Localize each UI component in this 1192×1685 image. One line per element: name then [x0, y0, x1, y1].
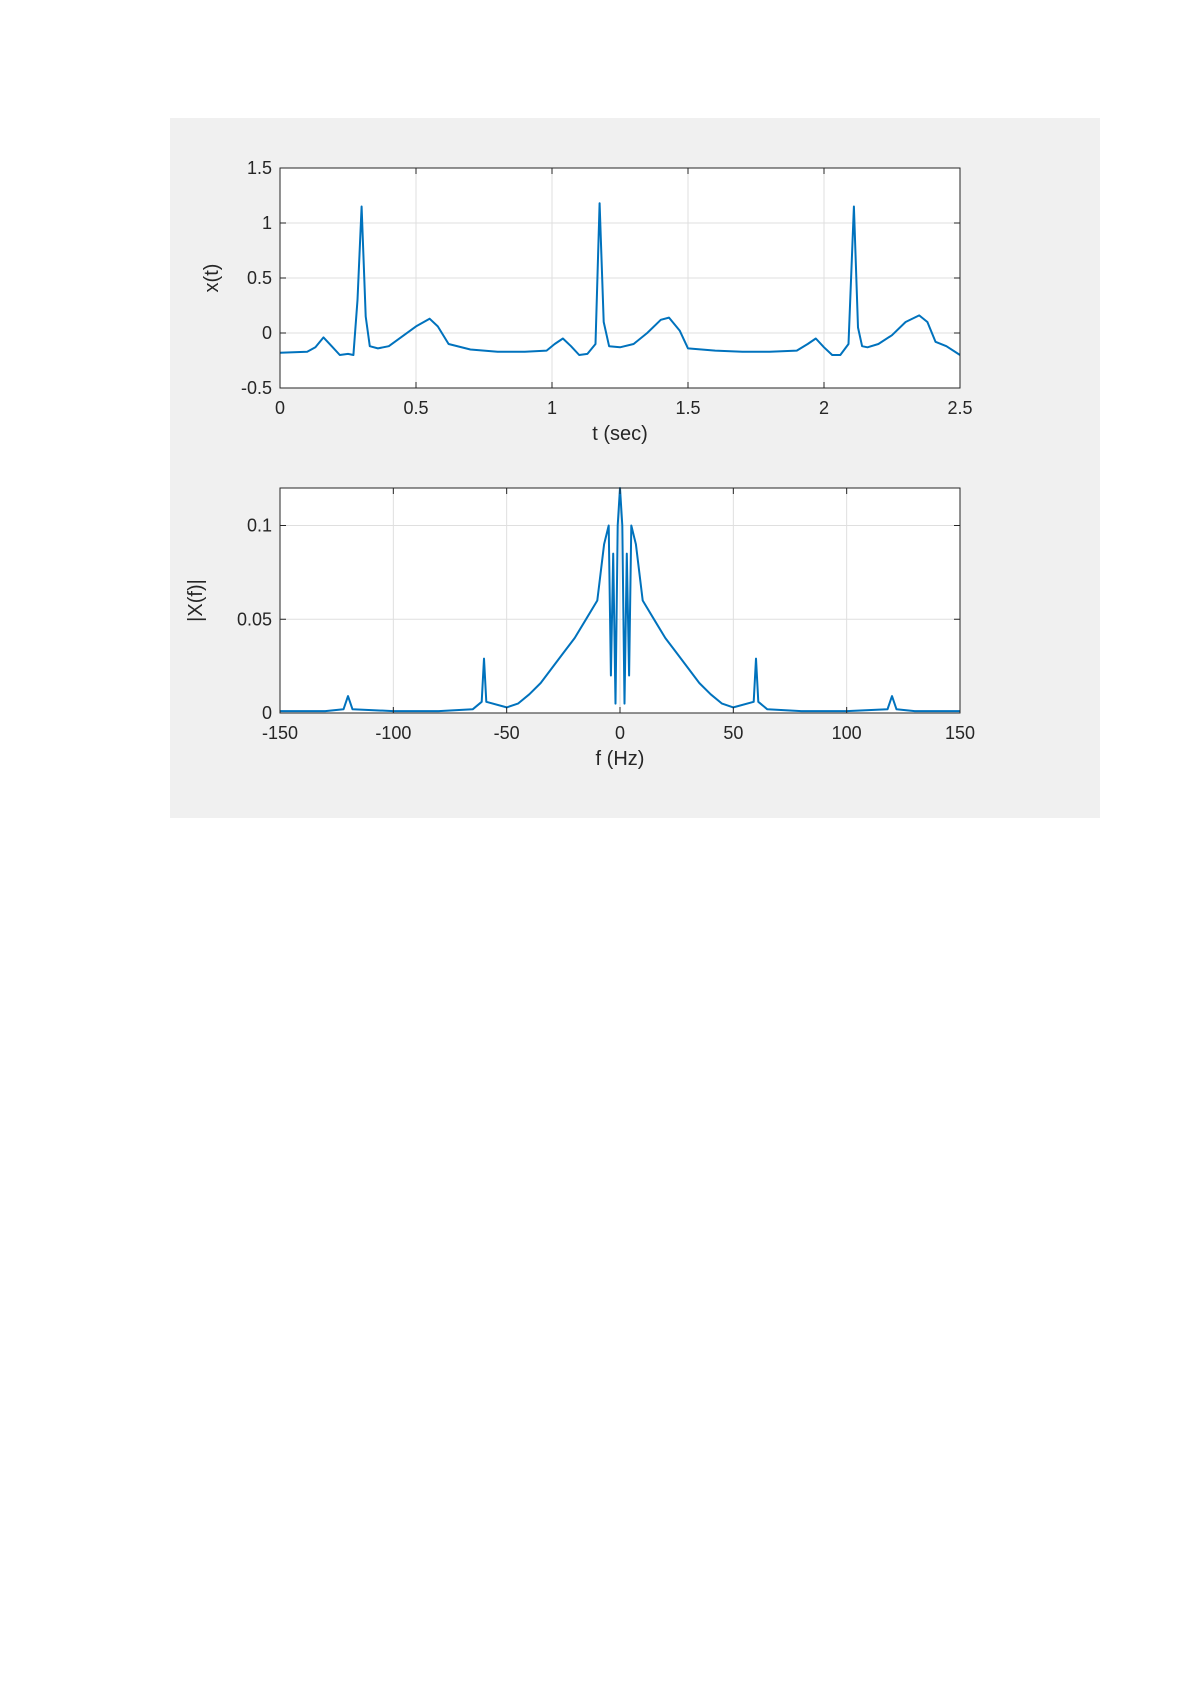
chart-2: -150 -100 -50 0 50 100 150 0 0.05 0.1 f (Hz) |X(f)| — [185, 487, 975, 770]
x-tick-label: 50 — [723, 723, 743, 743]
x-tick-label: 0 — [275, 398, 285, 418]
y-tick-label: 1.5 — [247, 158, 272, 178]
y-axis-label: x(t) — [201, 264, 223, 293]
x-axis-label: t (sec) — [592, 423, 648, 445]
x-tick-label: 2 — [819, 398, 829, 418]
series-line-1 — [279, 202, 961, 356]
x-axis-label: f (Hz) — [596, 748, 645, 770]
chart-1: 0 0.5 1 1.5 2 2.5-0.500.511.5t (sec)x(t) — [201, 158, 973, 445]
y-tick-label: -0.5 — [241, 378, 272, 398]
x-tick-label: 1.5 — [675, 398, 700, 418]
x-tick-label: 0.5 — [403, 398, 428, 418]
figure: 0 0.5 1 1.5 2 2.5 -0.5 0 0.5 1 1.5 t (sec) x(t) -150-… — [170, 118, 1100, 818]
x-tick-label: 2.5 — [947, 398, 972, 418]
x-tick-label: -50 — [494, 723, 520, 743]
y-tick-label: 0 — [262, 323, 272, 343]
y-tick-label: 0.5 — [247, 268, 272, 288]
x-tick-label: 1 — [547, 398, 557, 418]
y-axis-label: |X(f)| — [185, 579, 207, 622]
y-tick-label: 1 — [262, 213, 272, 233]
y-tick-label: 0 — [262, 703, 272, 723]
x-tick-label: -150 — [262, 723, 298, 743]
figure-svg: 0 0.5 1 1.5 2 2.5-0.500.511.5t (sec)x(t)-150-… — [185, 158, 975, 770]
x-tick-label: -100 — [375, 723, 411, 743]
y-tick-label: 0.1 — [247, 516, 272, 536]
x-tick-label: 0 — [615, 723, 625, 743]
x-tick-label: 150 — [945, 723, 975, 743]
y-tick-label: 0.05 — [237, 609, 272, 629]
x-tick-label: 100 — [832, 723, 862, 743]
